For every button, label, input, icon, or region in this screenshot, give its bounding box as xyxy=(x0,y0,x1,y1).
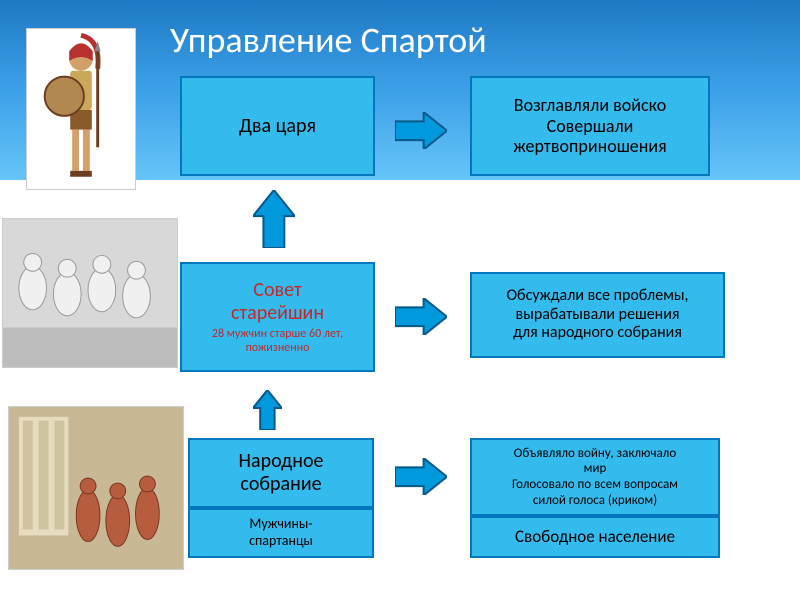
soldier-icon xyxy=(27,29,135,189)
page-title: Управление Спартой xyxy=(170,18,487,62)
spartan-soldier-image xyxy=(26,28,136,190)
box-two-kings: Два царя xyxy=(180,76,375,176)
box-label: Обсуждали все проблемы,вырабатывали реше… xyxy=(506,287,688,342)
box-label: Мужчины-спартанцы xyxy=(249,516,313,550)
box-label: Возглавляли войскоСовершалижертвоприноше… xyxy=(513,95,666,157)
arrow-up-icon xyxy=(253,390,282,430)
box-elders-desc: Обсуждали все проблемы,вырабатывали реше… xyxy=(470,272,725,358)
box-label: Объявляло войну, заключаломирГолосовало … xyxy=(512,446,678,508)
assembly-scene-image xyxy=(8,406,184,570)
box-label: Два царя xyxy=(239,115,316,138)
box-assembly-sub: Мужчины-спартанцы xyxy=(188,508,374,558)
box-label: Советстарейшин xyxy=(231,279,324,325)
arrow-up-icon xyxy=(253,190,295,248)
box-label: Народноесобрание xyxy=(239,450,324,496)
box-elders-council: Советстарейшин 28 мужчин старше 60 лет,п… xyxy=(180,262,375,372)
box-sublabel: 28 мужчин старше 60 лет,пожизненно xyxy=(212,327,343,356)
elders-council-image xyxy=(2,218,178,368)
box-assembly: Народноесобрание xyxy=(188,438,374,508)
assembly-icon xyxy=(9,406,183,570)
box-label: Свободное население xyxy=(515,527,675,547)
arrow-right-icon xyxy=(395,298,447,335)
arrow-right-icon xyxy=(395,112,447,149)
box-free-population: Свободное население xyxy=(470,516,720,558)
box-kings-desc: Возглавляли войскоСовершалижертвоприноше… xyxy=(470,76,710,176)
arrow-right-icon xyxy=(395,458,447,495)
council-icon xyxy=(3,218,177,368)
box-assembly-desc: Объявляло войну, заключаломирГолосовало … xyxy=(470,438,720,516)
